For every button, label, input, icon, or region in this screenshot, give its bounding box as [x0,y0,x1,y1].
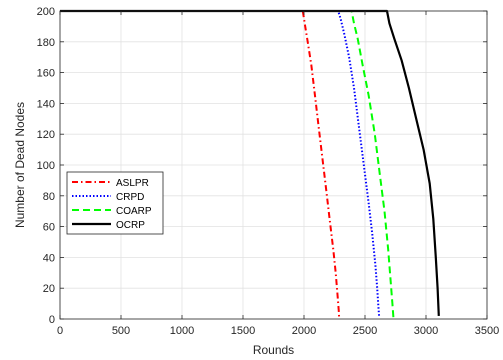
x-tick-label: 2000 [292,325,316,337]
y-tick-label: 40 [43,252,55,264]
y-tick-label: 200 [37,6,55,18]
series-line-ocrp [60,9,440,316]
series-line-aslpr [60,10,341,318]
x-tick-label: 1500 [231,325,255,337]
legend-label-ocrp: OCRP [116,220,145,231]
y-tick-label: 20 [43,283,55,295]
x-tick-label: 2500 [353,325,377,337]
x-axis-label: Rounds [253,343,294,357]
legend-label-crpd: CRPD [116,192,144,203]
x-tick-label: 1000 [170,325,194,337]
y-tick-label: 140 [37,98,55,110]
y-tick-label: 0 [49,314,55,326]
y-tick-label: 60 [43,222,55,234]
y-tick-label: 160 [37,68,55,80]
legend-label-coarp: COARP [116,206,152,217]
y-tick-label: 100 [37,160,55,172]
x-tick-label: 0 [57,325,63,337]
axis-ticks: 0 500 1000 1500 2000 2500 3000 3500 0 20 40 60 80 100… [37,6,500,337]
x-tick-label: 3000 [414,325,438,337]
series-line-coarp [60,10,395,318]
legend-label-aslpr: ASLPR [116,178,149,189]
y-tick-label: 80 [43,191,55,203]
legend: ASLPR CRPD COARP OCRP [66,171,164,235]
y-tick-label: 180 [37,37,55,49]
x-tick-label: 500 [112,325,130,337]
y-tick-label: 120 [37,129,55,141]
series-lines [60,9,440,318]
y-axis-label: Number of Dead Nodes [13,102,27,228]
x-tick-label: 3500 [475,325,499,337]
